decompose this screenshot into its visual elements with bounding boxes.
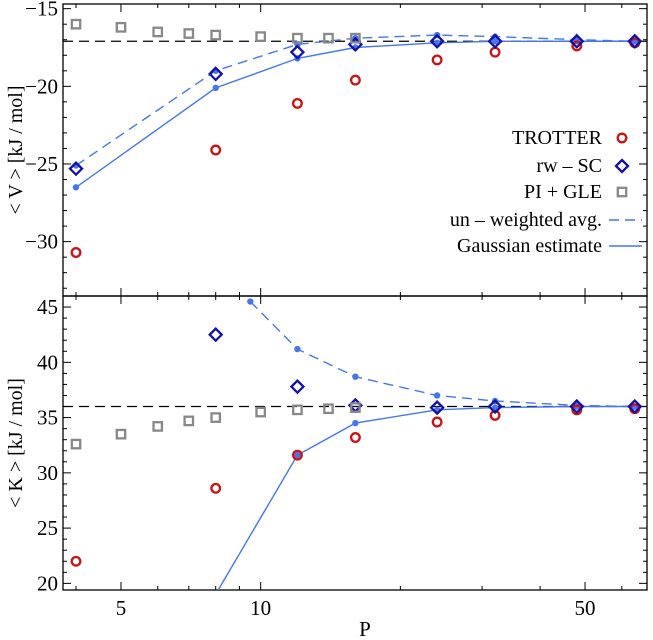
rw-sc-point — [569, 398, 585, 415]
legend-label: rw – SC — [536, 155, 602, 177]
pi-gle-point — [350, 402, 361, 413]
pi-gle-point — [255, 406, 267, 418]
y-axis-label: < V > [kJ / mol] — [5, 85, 27, 214]
pi-gle-point — [323, 403, 334, 415]
plot-area — [63, 18, 647, 258]
rw-sc-point — [487, 398, 503, 415]
x-tick-label: 10 — [250, 596, 271, 620]
legend-label: PI + GLE — [524, 181, 602, 203]
pi-gle-point — [152, 26, 164, 38]
pi-gle-point — [183, 28, 195, 39]
pi-gle-point — [70, 18, 82, 30]
x-tick-label: 5 — [116, 596, 127, 620]
pi-gle-point — [210, 29, 222, 41]
pi-gle-point — [210, 412, 222, 423]
unweighted-avg-line — [75, 34, 635, 167]
y-tick-label: −20 — [25, 74, 58, 98]
y-axis-label: < K > [kJ / mol] — [5, 378, 27, 508]
pi-gle-point — [323, 32, 334, 44]
gaussian-estimate-point — [72, 184, 80, 191]
rw-sc-point — [68, 161, 84, 177]
legend-label: un – weighted avg. — [450, 209, 602, 231]
pi-gle-point — [70, 438, 82, 450]
gaussian-estimate-point — [352, 419, 359, 427]
trotter-point — [210, 144, 222, 156]
plot-frame — [62, 295, 648, 591]
pi-gle-point — [115, 21, 127, 33]
unweighted-avg-point — [247, 298, 254, 305]
trotter-point — [571, 40, 583, 52]
rw-sc-point — [208, 327, 224, 343]
trotter-point — [70, 247, 82, 258]
gaussian-estimate-point — [294, 451, 301, 459]
rw-sc-point — [208, 66, 224, 82]
legend-symbol-circle — [616, 132, 628, 144]
gaussian-estimate-line — [75, 40, 635, 188]
trotter-point — [291, 449, 303, 461]
rw-sc-point — [429, 33, 445, 49]
gaussian-estimate-point — [491, 404, 499, 411]
y-tick-label: −30 — [25, 230, 58, 254]
rw-sc-point — [627, 33, 643, 49]
trotter-point — [210, 482, 222, 494]
y-tick-label: 30 — [37, 461, 58, 485]
rw-sc-point — [429, 400, 445, 416]
pi-gle-point — [152, 421, 164, 432]
plot-area — [63, 298, 647, 590]
pi-gle-point — [292, 32, 303, 44]
unweighted-avg-point — [352, 373, 359, 380]
pi-gle-point — [350, 32, 361, 44]
pi-gle-point — [255, 31, 267, 42]
y-tick-label: −25 — [25, 152, 58, 176]
trotter-point — [291, 97, 303, 109]
gaussian-estimate-point — [212, 84, 219, 92]
rw-sc-point — [627, 398, 643, 415]
trotter-point — [431, 416, 443, 428]
legend: TROTTER rw – SC PI + GLE un – weighted avg.… — [450, 127, 642, 257]
gaussian-estimate-point — [491, 38, 499, 45]
legend-symbol-square — [616, 186, 628, 198]
pi-gle-point — [183, 415, 195, 427]
y-tick-label: 40 — [37, 350, 58, 374]
legend-label: TROTTER — [512, 127, 603, 149]
rw-sc-point — [569, 33, 585, 49]
trotter-point — [431, 54, 443, 66]
unweighted-avg-point — [294, 345, 301, 353]
unweighted-avg-line — [249, 301, 635, 408]
y-tick-label: −15 — [25, 0, 58, 21]
y-tick-label: 25 — [37, 516, 58, 540]
pi-gle-point — [292, 404, 303, 416]
bottom-panel: 5 10 50 20 25 30 35 40 45 < K > [kJ / mol] P — [5, 295, 648, 640]
legend-symbol-diamond — [614, 158, 630, 174]
trotter-point — [489, 46, 501, 58]
unweighted-avg-point — [433, 392, 441, 399]
rw-sc-point — [289, 379, 306, 395]
top-panel: −15 −20 −25 −30 < V > [kJ / mol] TROTTER rw – … — [5, 0, 648, 297]
y-tick-label: 45 — [37, 295, 58, 319]
y-tick-label: 20 — [37, 571, 58, 595]
x-tick-label: 50 — [575, 596, 596, 620]
trotter-point — [70, 555, 82, 567]
rw-sc-point — [289, 44, 306, 60]
rw-sc-point — [487, 33, 503, 49]
trotter-point — [349, 432, 361, 443]
gaussian-estimate-line — [217, 405, 635, 590]
y-tick-label: 35 — [37, 406, 58, 430]
pi-gle-point — [115, 428, 127, 440]
trotter-point — [349, 74, 361, 86]
legend-label: Gaussian estimate — [457, 235, 602, 257]
x-axis-label: P — [359, 617, 371, 640]
